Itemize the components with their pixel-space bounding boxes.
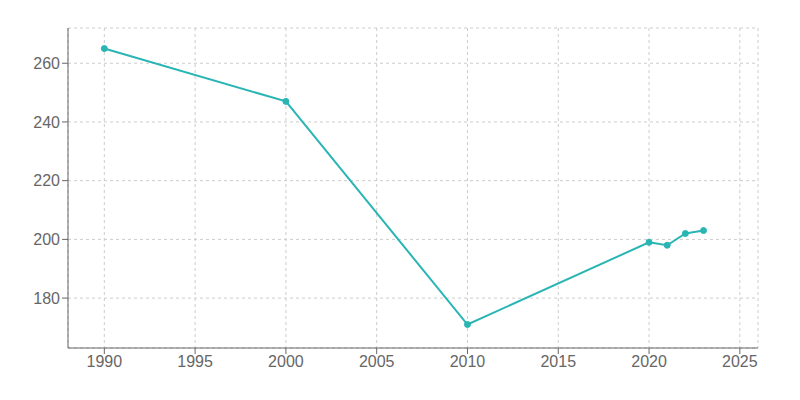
- svg-text:220: 220: [33, 172, 60, 189]
- svg-text:2015: 2015: [540, 353, 576, 370]
- svg-text:2010: 2010: [450, 353, 486, 370]
- svg-text:1990: 1990: [87, 353, 123, 370]
- svg-text:1995: 1995: [177, 353, 213, 370]
- svg-text:2000: 2000: [268, 353, 304, 370]
- svg-text:2025: 2025: [722, 353, 758, 370]
- svg-text:260: 260: [33, 55, 60, 72]
- svg-text:2020: 2020: [631, 353, 667, 370]
- svg-text:2005: 2005: [359, 353, 395, 370]
- svg-text:200: 200: [33, 231, 60, 248]
- svg-text:240: 240: [33, 114, 60, 131]
- svg-text:180: 180: [33, 290, 60, 307]
